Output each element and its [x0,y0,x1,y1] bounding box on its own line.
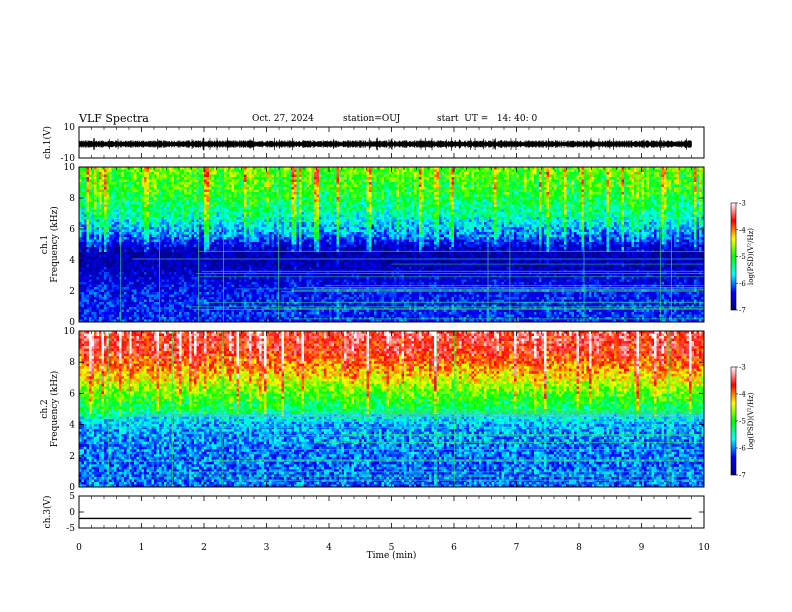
ch1-spectrogram-ytick-label: 8 [69,194,75,204]
ch1-spectrogram-colorbar [731,203,736,310]
ch2-spectrogram-ytick-label: 10 [64,327,76,337]
ch2-spectrogram-ytick-label: 4 [69,421,75,431]
ch1-spectrogram-colorbar-tick: -5 [739,253,746,261]
ch1-spectrogram-colorbar-tick: -7 [739,307,746,315]
ch1-spectrogram-colorbar-tick: -6 [739,280,746,288]
x-tick-label: 3 [264,543,270,553]
x-axis-label: Time (min) [367,550,417,561]
ch1-spectrogram-colorbar-tick: -3 [739,200,746,208]
x-tick-label: 1 [139,543,145,553]
ch1-spectrogram-ytick-label: 4 [69,256,75,266]
ch2-spectrogram-colorbar-tick: -3 [739,364,746,372]
ch1-spectrogram-ylabel-channel: ch.1 [40,235,50,254]
x-tick-label: 6 [451,543,457,553]
ch3-ytick-label: 5 [69,492,75,502]
ch1-waveform-line [79,137,692,151]
ch2-spectrogram-ylabel-channel: ch.2 [40,399,50,418]
ch1-waveform-ytick-label: 10 [64,123,76,133]
x-tick-label: 8 [576,543,582,553]
ch1-spectrogram-ytick-label: 10 [64,163,76,173]
ch3-ytick-label: -5 [66,524,75,534]
ch2-spectrogram-ytick-label: 6 [69,389,75,399]
ch2-spectrogram-colorbar [731,367,736,475]
ch2-spectrogram-ylabel-frequency: Frequency (kHz) [49,371,60,448]
x-tick-label: 7 [514,543,520,553]
ch2-spectrogram-colorbar-tick: -5 [739,418,746,426]
ch2-spectrogram-colorbar-tick: -6 [739,445,746,453]
ch1-spectrogram-colorbar-tick: -4 [739,226,746,234]
ch3-ylabel: ch.3(V) [42,496,53,529]
ch1-spectrogram-ylabel-frequency: Frequency (kHz) [49,206,60,283]
ch3-ytick-label: 0 [69,508,75,518]
ch2-spectrogram-cells [79,331,704,487]
ch2-spectrogram-colorbar-tick: -4 [739,391,746,399]
ch2-spectrogram-ytick-label: 2 [69,452,75,462]
x-tick-label: 9 [639,543,645,553]
ch2-spectrogram-colorbar-tick: -7 [739,472,746,480]
x-tick-label: 0 [76,543,82,553]
ch1-spectrogram-colorbar-label: log(PSD)(V²/Hz) [747,228,755,285]
ch2-spectrogram-ytick-label: 8 [69,358,75,368]
x-tick-label: 10 [698,543,710,553]
ch2-spectrogram-colorbar-label: log(PSD)(V²/Hz) [747,392,755,449]
ch1-spectrogram-ytick-label: 2 [69,287,75,297]
x-tick-label: 4 [326,543,332,553]
x-tick-label: 2 [201,543,207,553]
ch1-waveform-ylabel: ch.1(V) [42,126,53,159]
ch1-spectrogram-ytick-label: 6 [69,225,75,235]
ch1-spectrogram-cells [79,167,704,322]
